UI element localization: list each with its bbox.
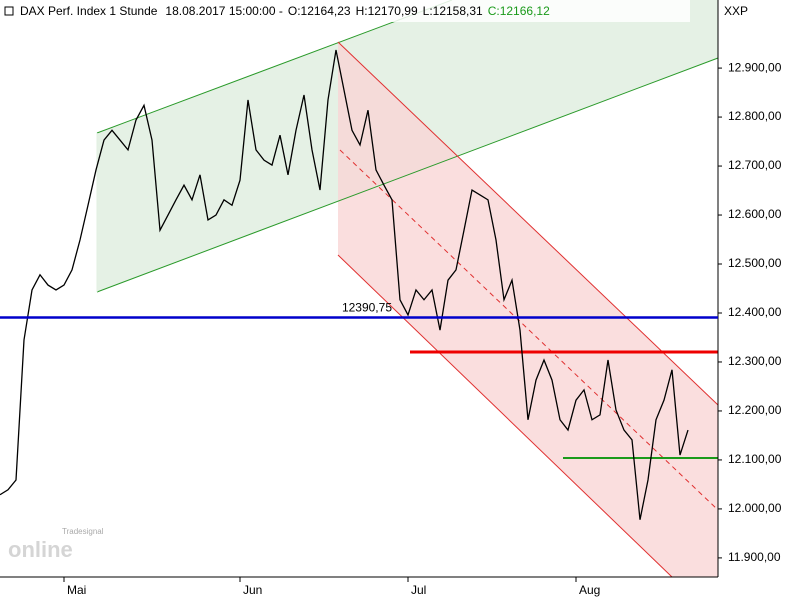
x-tick-label: Mai [67,583,86,597]
title: DAX Perf. Index 1 Stunde [20,4,158,18]
y-tick-label: 12.800,00 [728,109,782,123]
x-tick-label: Jun [243,583,262,597]
header: DAX Perf. Index 1 Stunde 18.08.2017 15:00… [20,4,550,18]
price-line [0,49,689,520]
low: L:12158,31 [423,4,483,18]
y-tick-label: 12.900,00 [728,60,782,74]
y-tick-label: 12.500,00 [728,256,782,270]
watermark-small: Tradesignal [62,527,104,536]
y-tick-label: 11.900,00 [728,550,781,564]
down-channel-top [337,41,719,406]
symbol: XXP [724,4,748,18]
up-channel-top [96,0,453,134]
x-tick-label: Jul [411,583,426,597]
y-tick-label: 12.300,00 [728,354,782,368]
watermark: Tradesignal online [8,527,104,562]
down-channel-bottom [337,254,673,578]
high: H:12170,99 [356,4,418,18]
y-tick-label: 12.400,00 [728,305,782,319]
x-tick-label: Aug [579,583,600,597]
close: C:12166,12 [488,4,550,18]
header-bg [0,0,690,22]
down-channel-mid [339,149,719,511]
y-tick-label: 12.600,00 [728,207,782,221]
datetime: 18.08.2017 15:00:00 - [165,4,282,18]
up-channel-bottom [96,57,719,293]
y-tick-label: 12.200,00 [728,403,782,417]
down-channel-fill [338,42,718,577]
open: O:12164,23 [288,4,351,18]
watermark-large: online [8,537,73,562]
level-label: 12390,75 [342,301,392,315]
y-tick-label: 12.700,00 [728,158,782,172]
y-tick-label: 12.000,00 [728,501,782,515]
header-icon [4,6,14,16]
y-tick-label: 12.100,00 [728,452,782,466]
